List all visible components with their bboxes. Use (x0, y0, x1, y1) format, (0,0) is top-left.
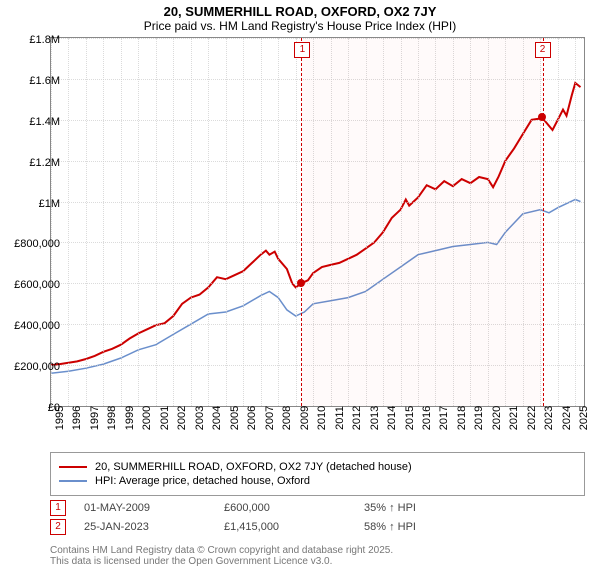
datapoint-row: 2 25-JAN-2023 £1,415,000 58% ↑ HPI (50, 519, 585, 535)
datapoint-dot-1 (297, 279, 305, 287)
x-tick-label: 2003 (194, 406, 206, 430)
y-tick-label: £1.4M (12, 116, 60, 128)
gridline-v (261, 38, 262, 406)
x-tick-label: 2024 (561, 406, 573, 430)
x-tick-label: 1998 (106, 406, 118, 430)
legend-swatch-hpi (59, 480, 87, 482)
gridline-v (51, 38, 52, 406)
footnote-line1: Contains HM Land Registry data © Crown c… (50, 545, 585, 556)
marker-box-2: 2 (535, 42, 551, 58)
datapoint-price: £1,415,000 (224, 521, 364, 533)
gridline-v (156, 38, 157, 406)
gridline-v (103, 38, 104, 406)
x-tick-label: 1995 (54, 406, 66, 430)
legend-item-hpi: HPI: Average price, detached house, Oxfo… (59, 475, 576, 487)
x-tick-label: 2025 (578, 406, 590, 430)
datapoints-table: 1 01-MAY-2009 £600,000 35% ↑ HPI 2 25-JA… (50, 500, 585, 535)
x-tick-label: 2022 (526, 406, 538, 430)
legend: 20, SUMMERHILL ROAD, OXFORD, OX2 7JY (de… (50, 452, 585, 496)
gridline-v (138, 38, 139, 406)
datapoint-vs-hpi: 58% ↑ HPI (364, 521, 504, 533)
datapoint-date: 01-MAY-2009 (84, 502, 224, 514)
y-tick-label: £1.8M (12, 34, 60, 46)
gridline-v (226, 38, 227, 406)
x-tick-label: 2020 (491, 406, 503, 430)
marker-band (301, 38, 543, 406)
x-tick-label: 2010 (316, 406, 328, 430)
legend-item-price-paid: 20, SUMMERHILL ROAD, OXFORD, OX2 7JY (de… (59, 461, 576, 473)
x-tick-label: 2007 (264, 406, 276, 430)
chart-title: 20, SUMMERHILL ROAD, OXFORD, OX2 7JY (0, 0, 600, 19)
y-tick-label: £1.2M (12, 157, 60, 169)
x-tick-label: 2009 (299, 406, 311, 430)
gridline-v (243, 38, 244, 406)
datapoint-vs-hpi: 35% ↑ HPI (364, 502, 504, 514)
datapoint-marker-1: 1 (50, 500, 66, 516)
x-tick-label: 2008 (281, 406, 293, 430)
x-tick-label: 2013 (369, 406, 381, 430)
datapoint-marker-2: 2 (50, 519, 66, 535)
plot-area: 12 (50, 37, 585, 407)
x-tick-label: 2023 (543, 406, 555, 430)
gridline-v (278, 38, 279, 406)
marker-box-1: 1 (294, 42, 310, 58)
x-tick-label: 2004 (211, 406, 223, 430)
gridline-v (575, 38, 576, 406)
legend-label-price-paid: 20, SUMMERHILL ROAD, OXFORD, OX2 7JY (de… (95, 461, 412, 473)
datapoint-dot-2 (538, 113, 546, 121)
x-tick-label: 2014 (386, 406, 398, 430)
y-tick-label: £400,000 (12, 320, 60, 332)
x-tick-label: 2017 (438, 406, 450, 430)
chart-container: 20, SUMMERHILL ROAD, OXFORD, OX2 7JY Pri… (0, 0, 600, 560)
y-tick-label: £200,000 (12, 361, 60, 373)
y-tick-label: £1.6M (12, 75, 60, 87)
y-tick-label: £0 (12, 402, 60, 414)
y-tick-label: £1M (12, 198, 60, 210)
gridline-v (121, 38, 122, 406)
gridline-v (558, 38, 559, 406)
y-tick-label: £800,000 (12, 238, 60, 250)
gridline-v (68, 38, 69, 406)
legend-swatch-price-paid (59, 466, 87, 468)
gridline-v (296, 38, 297, 406)
x-tick-label: 1997 (89, 406, 101, 430)
x-tick-label: 2019 (473, 406, 485, 430)
x-tick-label: 2018 (456, 406, 468, 430)
x-tick-label: 2006 (246, 406, 258, 430)
gridline-v (208, 38, 209, 406)
datapoint-price: £600,000 (224, 502, 364, 514)
x-tick-label: 2001 (159, 406, 171, 430)
gridline-v (86, 38, 87, 406)
y-tick-label: £600,000 (12, 279, 60, 291)
x-tick-label: 2012 (351, 406, 363, 430)
x-tick-label: 1996 (71, 406, 83, 430)
x-tick-label: 2002 (176, 406, 188, 430)
x-tick-label: 2005 (229, 406, 241, 430)
gridline-v (173, 38, 174, 406)
legend-label-hpi: HPI: Average price, detached house, Oxfo… (95, 475, 310, 487)
gridline-v (191, 38, 192, 406)
x-tick-label: 1999 (124, 406, 136, 430)
x-tick-label: 2021 (508, 406, 520, 430)
footnote: Contains HM Land Registry data © Crown c… (50, 545, 585, 567)
x-tick-label: 2000 (141, 406, 153, 430)
x-tick-label: 2011 (334, 406, 346, 430)
footnote-line2: This data is licensed under the Open Gov… (50, 556, 585, 567)
x-tick-label: 2016 (421, 406, 433, 430)
datapoint-row: 1 01-MAY-2009 £600,000 35% ↑ HPI (50, 500, 585, 516)
x-tick-label: 2015 (404, 406, 416, 430)
datapoint-date: 25-JAN-2023 (84, 521, 224, 533)
chart-subtitle: Price paid vs. HM Land Registry's House … (0, 19, 600, 37)
